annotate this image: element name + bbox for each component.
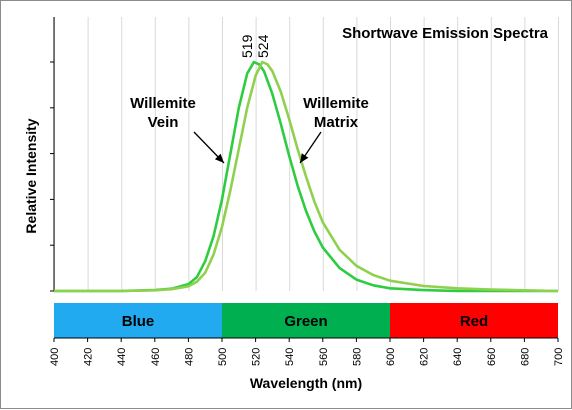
band-green (222, 303, 390, 338)
x-tick-label: 560 (318, 348, 330, 366)
y-axis-title: Relative Intensity (23, 118, 39, 233)
x-tick-label: 680 (519, 348, 531, 366)
annotations: Willemite Vein Willemite Matrix (130, 95, 369, 164)
annotation-arrowhead (300, 153, 309, 163)
chart-title: Shortwave Emission Spectra (342, 25, 549, 42)
x-tick-label: 620 (419, 348, 431, 366)
peak-label: 519 (239, 34, 255, 58)
band-label-red: Red (460, 313, 488, 330)
x-axis-title: Wavelength (nm) (250, 375, 362, 391)
annotation-text: Willemite (303, 95, 369, 112)
band-red (390, 303, 558, 338)
x-tick-label: 540 (284, 348, 296, 366)
x-tick-label: 460 (150, 348, 162, 366)
peak-label: 524 (255, 34, 271, 58)
x-tick-label: 580 (351, 348, 363, 366)
annotation-arrowhead (214, 153, 224, 163)
band-label-blue: Blue (122, 313, 155, 330)
x-tick-label: 420 (83, 348, 95, 366)
annotation-text: Willemite (130, 95, 196, 112)
x-tick-label: 480 (183, 348, 195, 366)
x-ticks: 400 420 440 460 480 500 520 540 560 580 600 620 640 6… (49, 338, 565, 366)
band-label-green: Green (284, 313, 327, 330)
x-tick-label: 700 (553, 348, 565, 366)
x-tick-label: 440 (116, 348, 128, 366)
x-tick-label: 660 (486, 348, 498, 366)
annotation-text: Matrix (314, 114, 359, 131)
x-tick-label: 640 (452, 348, 464, 366)
x-tick-label: 520 (251, 348, 263, 366)
x-tick-label: 500 (217, 348, 229, 366)
series-line-willemite-vein (54, 60, 558, 293)
x-tick-label: 600 (385, 348, 397, 366)
y-ticks (50, 61, 54, 292)
band-blue (54, 303, 222, 338)
series-lines (54, 60, 559, 293)
x-tick-label: 400 (49, 348, 61, 366)
grid-lines (54, 17, 559, 291)
series-line-willemite-matrix (54, 60, 559, 293)
annotation-text: Vein (148, 114, 179, 131)
peak-labels: 519 524 (239, 34, 271, 58)
color-bands: Blue Green Red (54, 303, 558, 338)
